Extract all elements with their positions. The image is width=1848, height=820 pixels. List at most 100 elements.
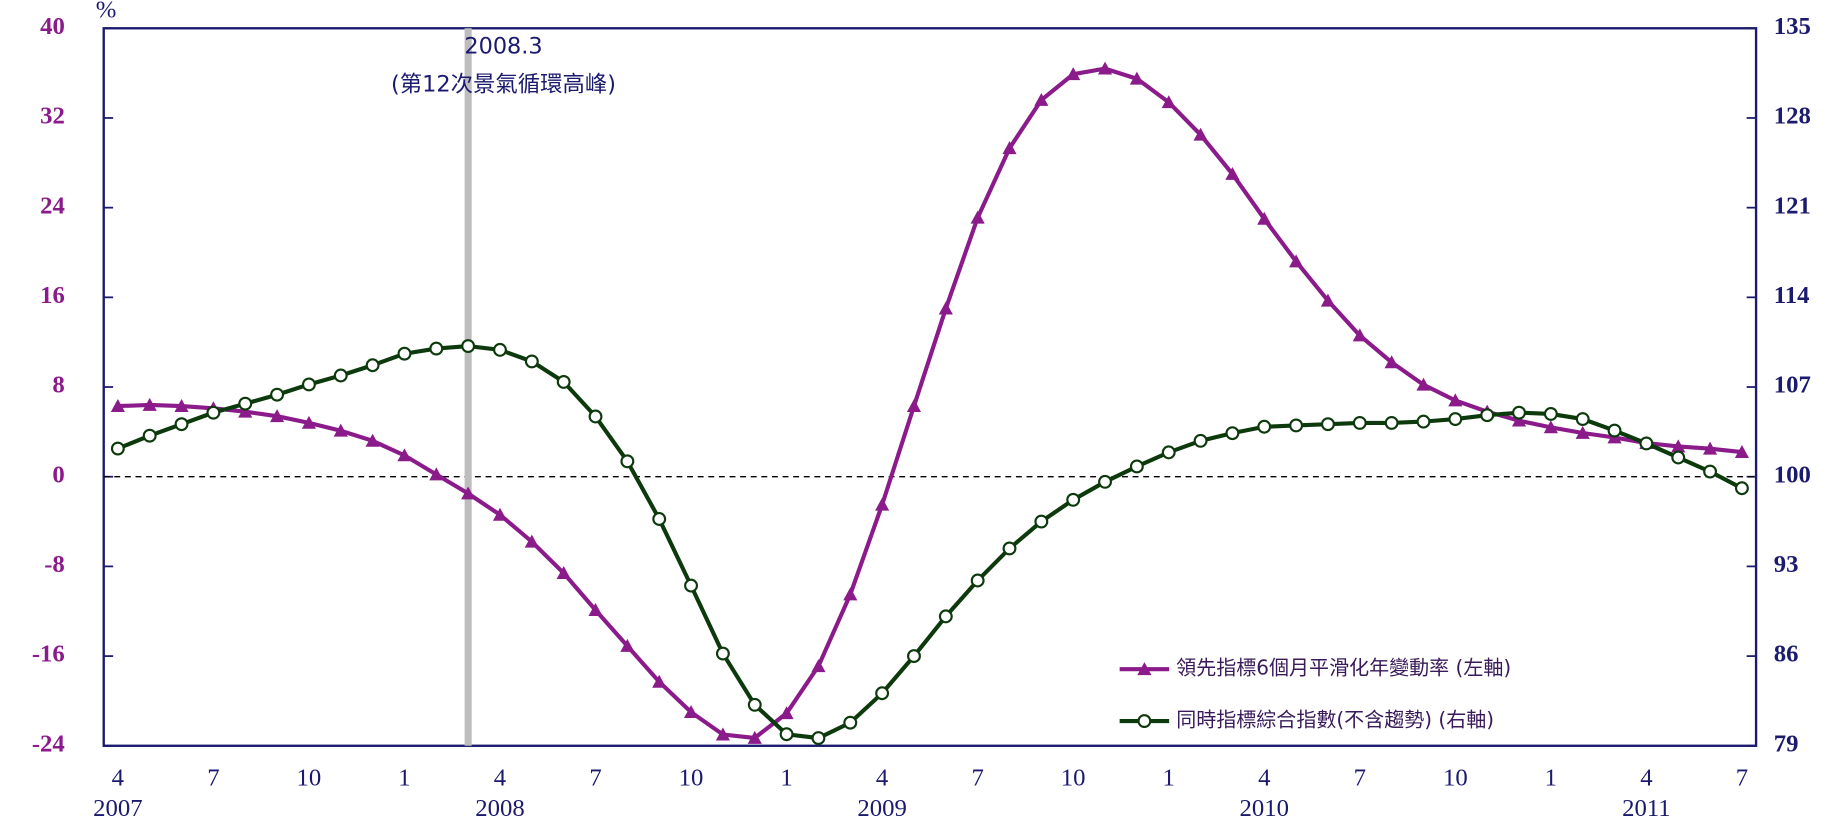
marker <box>1225 426 1240 441</box>
marker <box>1034 92 1049 106</box>
marker <box>1129 459 1144 474</box>
marker <box>875 497 890 511</box>
marker <box>938 609 953 624</box>
marker <box>1448 393 1463 407</box>
marker <box>684 578 699 593</box>
marker <box>556 566 571 580</box>
x-tick-label: 4 <box>112 765 124 792</box>
marker <box>110 441 125 456</box>
x-tick-label: 7 <box>1354 765 1366 792</box>
marker <box>1257 419 1272 434</box>
x-tick-label: 10 <box>297 765 322 792</box>
marker <box>1320 417 1335 432</box>
marker <box>238 404 253 418</box>
marker <box>1161 95 1176 109</box>
marker <box>270 387 285 402</box>
marker <box>1097 61 1113 75</box>
marker <box>206 405 221 420</box>
marker <box>1416 414 1431 429</box>
marker <box>1320 293 1336 307</box>
marker <box>1703 464 1718 479</box>
marker <box>1734 444 1749 458</box>
y2-tick-label: 79 <box>1774 730 1799 757</box>
marker <box>492 507 508 521</box>
marker <box>333 423 348 437</box>
marker <box>588 603 603 617</box>
y-axis-label: % <box>96 0 117 23</box>
marker <box>1034 514 1049 529</box>
marker <box>110 399 125 412</box>
marker <box>174 399 189 412</box>
y-tick-label: -8 <box>44 551 65 578</box>
marker <box>238 396 253 411</box>
marker <box>1607 423 1622 438</box>
marker <box>1161 445 1176 460</box>
marker <box>1575 412 1590 427</box>
marker <box>620 454 635 469</box>
marker <box>333 368 348 383</box>
marker <box>1352 415 1367 430</box>
marker <box>779 706 794 720</box>
marker <box>1066 67 1081 81</box>
marker <box>524 354 539 369</box>
x-tick-label: 4 <box>1640 765 1652 792</box>
marker <box>1703 441 1718 455</box>
y-tick-label: 8 <box>52 372 64 399</box>
marker <box>811 731 826 746</box>
series-line <box>117 66 1743 741</box>
y-tick-label: 32 <box>40 103 65 130</box>
marker <box>142 428 157 443</box>
x-tick-label: 4 <box>1258 765 1270 792</box>
marker <box>493 342 507 357</box>
year-label: 2008 <box>475 795 524 820</box>
marker <box>938 301 953 315</box>
marker <box>1639 436 1654 451</box>
marker <box>652 674 667 688</box>
marker <box>1384 355 1399 369</box>
x-tick-label: 1 <box>398 765 410 792</box>
marker <box>429 341 444 356</box>
x-tick-label: 7 <box>207 765 219 792</box>
marker <box>1512 405 1526 420</box>
marker <box>1129 71 1144 85</box>
y-tick-label: -24 <box>32 730 65 757</box>
marker <box>397 346 412 361</box>
marker <box>1257 211 1272 225</box>
marker <box>556 374 571 389</box>
marker <box>429 467 444 481</box>
marker <box>1448 412 1463 427</box>
y2-tick-label: 114 <box>1774 282 1810 309</box>
y2-tick-label: 128 <box>1774 103 1811 130</box>
marker <box>1289 254 1304 268</box>
y2-tick-label: 121 <box>1774 192 1811 219</box>
marker <box>1066 492 1081 507</box>
marker <box>588 409 603 424</box>
year-label: 2010 <box>1240 795 1289 820</box>
marker <box>970 210 985 224</box>
marker <box>1384 415 1399 430</box>
year-label: 2007 <box>93 795 142 820</box>
marker <box>715 646 730 661</box>
series <box>110 61 1749 744</box>
marker <box>652 512 667 526</box>
x-tick-label: 1 <box>1545 765 1557 792</box>
marker <box>1543 420 1558 434</box>
marker <box>142 397 157 411</box>
year-label: 2011 <box>1622 795 1671 820</box>
legend-label: 同時指標綜合指數(不含趨勢) (右軸) <box>1176 708 1494 732</box>
marker <box>875 686 890 701</box>
x-tick-label: 4 <box>494 765 506 792</box>
marker <box>1352 328 1367 342</box>
marker <box>1098 474 1112 489</box>
marker <box>524 534 539 548</box>
marker <box>683 705 699 719</box>
marker <box>397 448 412 462</box>
marker <box>1671 450 1686 465</box>
y-tick-label: -16 <box>32 641 65 668</box>
marker <box>1193 433 1208 448</box>
marker <box>843 715 858 730</box>
x-tick-label: 1 <box>1163 765 1175 792</box>
marker <box>461 486 476 500</box>
marker <box>1671 439 1686 453</box>
